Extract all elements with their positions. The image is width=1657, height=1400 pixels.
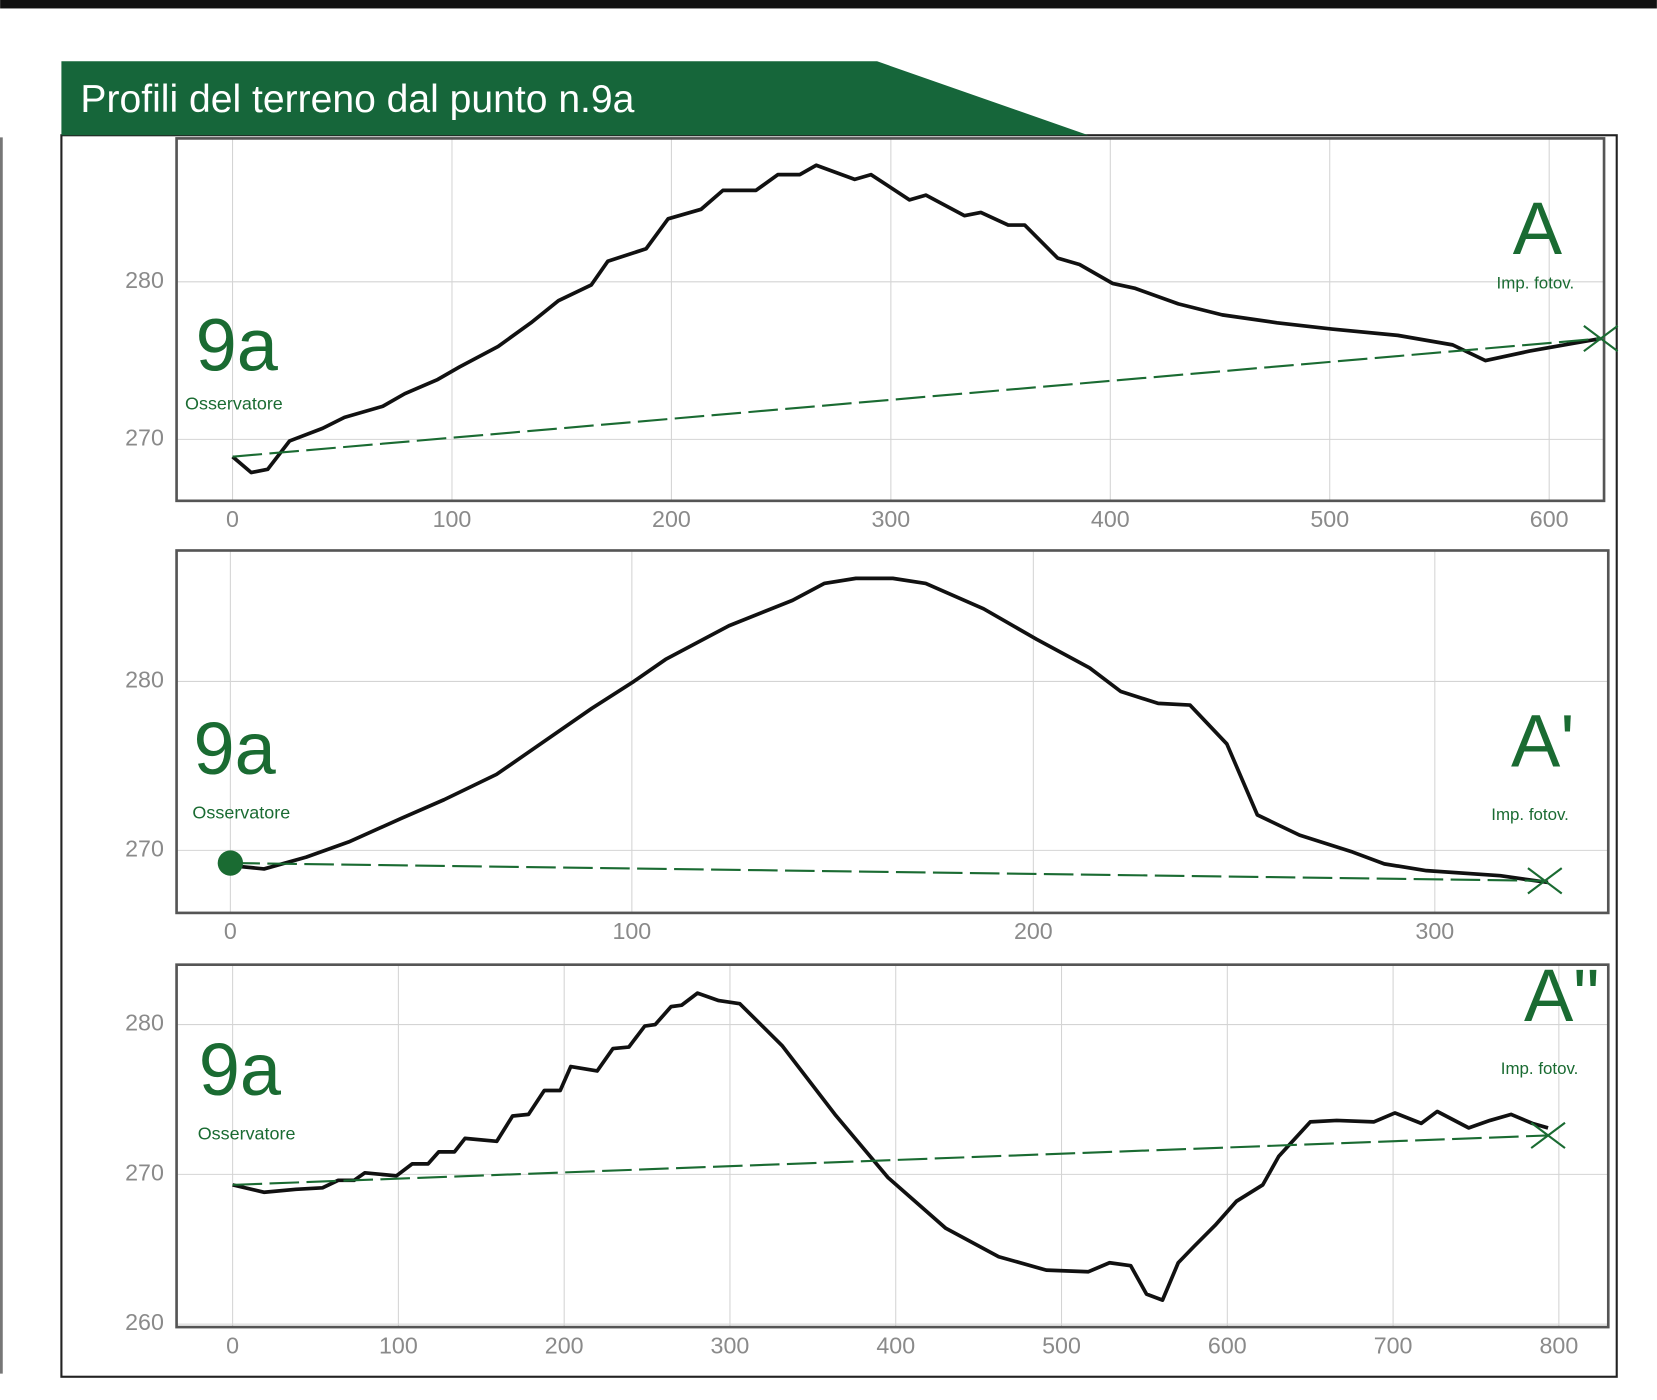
annotation: Imp. fotov.: [1497, 274, 1575, 293]
target-marker: [1530, 1121, 1566, 1149]
plot-frame: [175, 137, 1606, 503]
x-tick-label: 800: [1539, 1332, 1578, 1358]
annotation: A': [1511, 700, 1574, 783]
observer-marker: [217, 850, 244, 876]
x-tick-label: 500: [1310, 506, 1349, 532]
sight-line: [232, 337, 1601, 458]
x-tick-label: 100: [433, 506, 472, 532]
x-tick-label: 200: [545, 1332, 584, 1358]
terrain-profile: [231, 163, 1602, 475]
annotation: Osservatore: [192, 802, 290, 822]
x-tick-label: 0: [226, 1332, 239, 1358]
y-tick-label: 280: [125, 1010, 164, 1036]
x-tick-label: 600: [1530, 506, 1569, 532]
x-tick-label: 200: [1014, 918, 1053, 944]
x-tick-label: 400: [1091, 506, 1130, 532]
header-title: Profili del terreno dal punto n.9a: [80, 78, 634, 121]
y-tick-label: 280: [125, 267, 164, 293]
y-tick-label: 260: [125, 1309, 164, 1335]
annotation: 9a: [199, 1028, 282, 1111]
x-tick-label: 100: [612, 918, 651, 944]
x-tick-label: 200: [652, 506, 691, 532]
x-tick-label: 300: [871, 506, 910, 532]
x-tick-label: 300: [711, 1332, 750, 1358]
annotation: 9a: [193, 707, 276, 790]
x-tick-label: 100: [379, 1332, 418, 1358]
sight-line: [232, 1134, 1549, 1186]
x-tick-label: 400: [876, 1332, 915, 1358]
terrain-profile: [232, 991, 1549, 1302]
annotation: 9a: [196, 303, 279, 386]
annotation: A: [1513, 187, 1563, 270]
plot-frame: [175, 549, 1610, 915]
x-tick-label: 500: [1042, 1332, 1081, 1358]
x-tick-label: 300: [1415, 918, 1454, 944]
y-tick-label: 270: [125, 425, 164, 451]
annotation: Osservatore: [198, 1124, 296, 1144]
y-tick-label: 270: [125, 1159, 164, 1185]
annotation: A": [1524, 954, 1600, 1037]
terrain-profile: [230, 576, 1549, 885]
y-tick-label: 270: [125, 836, 164, 862]
plot-area: [176, 138, 1605, 501]
target-marker: [1583, 325, 1619, 353]
plot-area: [176, 550, 1609, 913]
x-tick-label: 0: [226, 506, 239, 532]
target-marker: [1527, 867, 1563, 895]
annotation: Osservatore: [185, 393, 283, 413]
sight-line: [230, 861, 1545, 882]
y-tick-label: 280: [125, 667, 164, 693]
header-band: [61, 61, 1089, 136]
x-tick-label: 600: [1208, 1332, 1247, 1358]
top-bar: [0, 0, 1657, 9]
x-tick-label: 0: [224, 918, 237, 944]
plot-frame: [175, 963, 1610, 1329]
annotation: Imp. fotov.: [1501, 1059, 1579, 1078]
x-tick-label: 700: [1374, 1332, 1413, 1358]
annotation: Imp. fotov.: [1491, 805, 1569, 824]
